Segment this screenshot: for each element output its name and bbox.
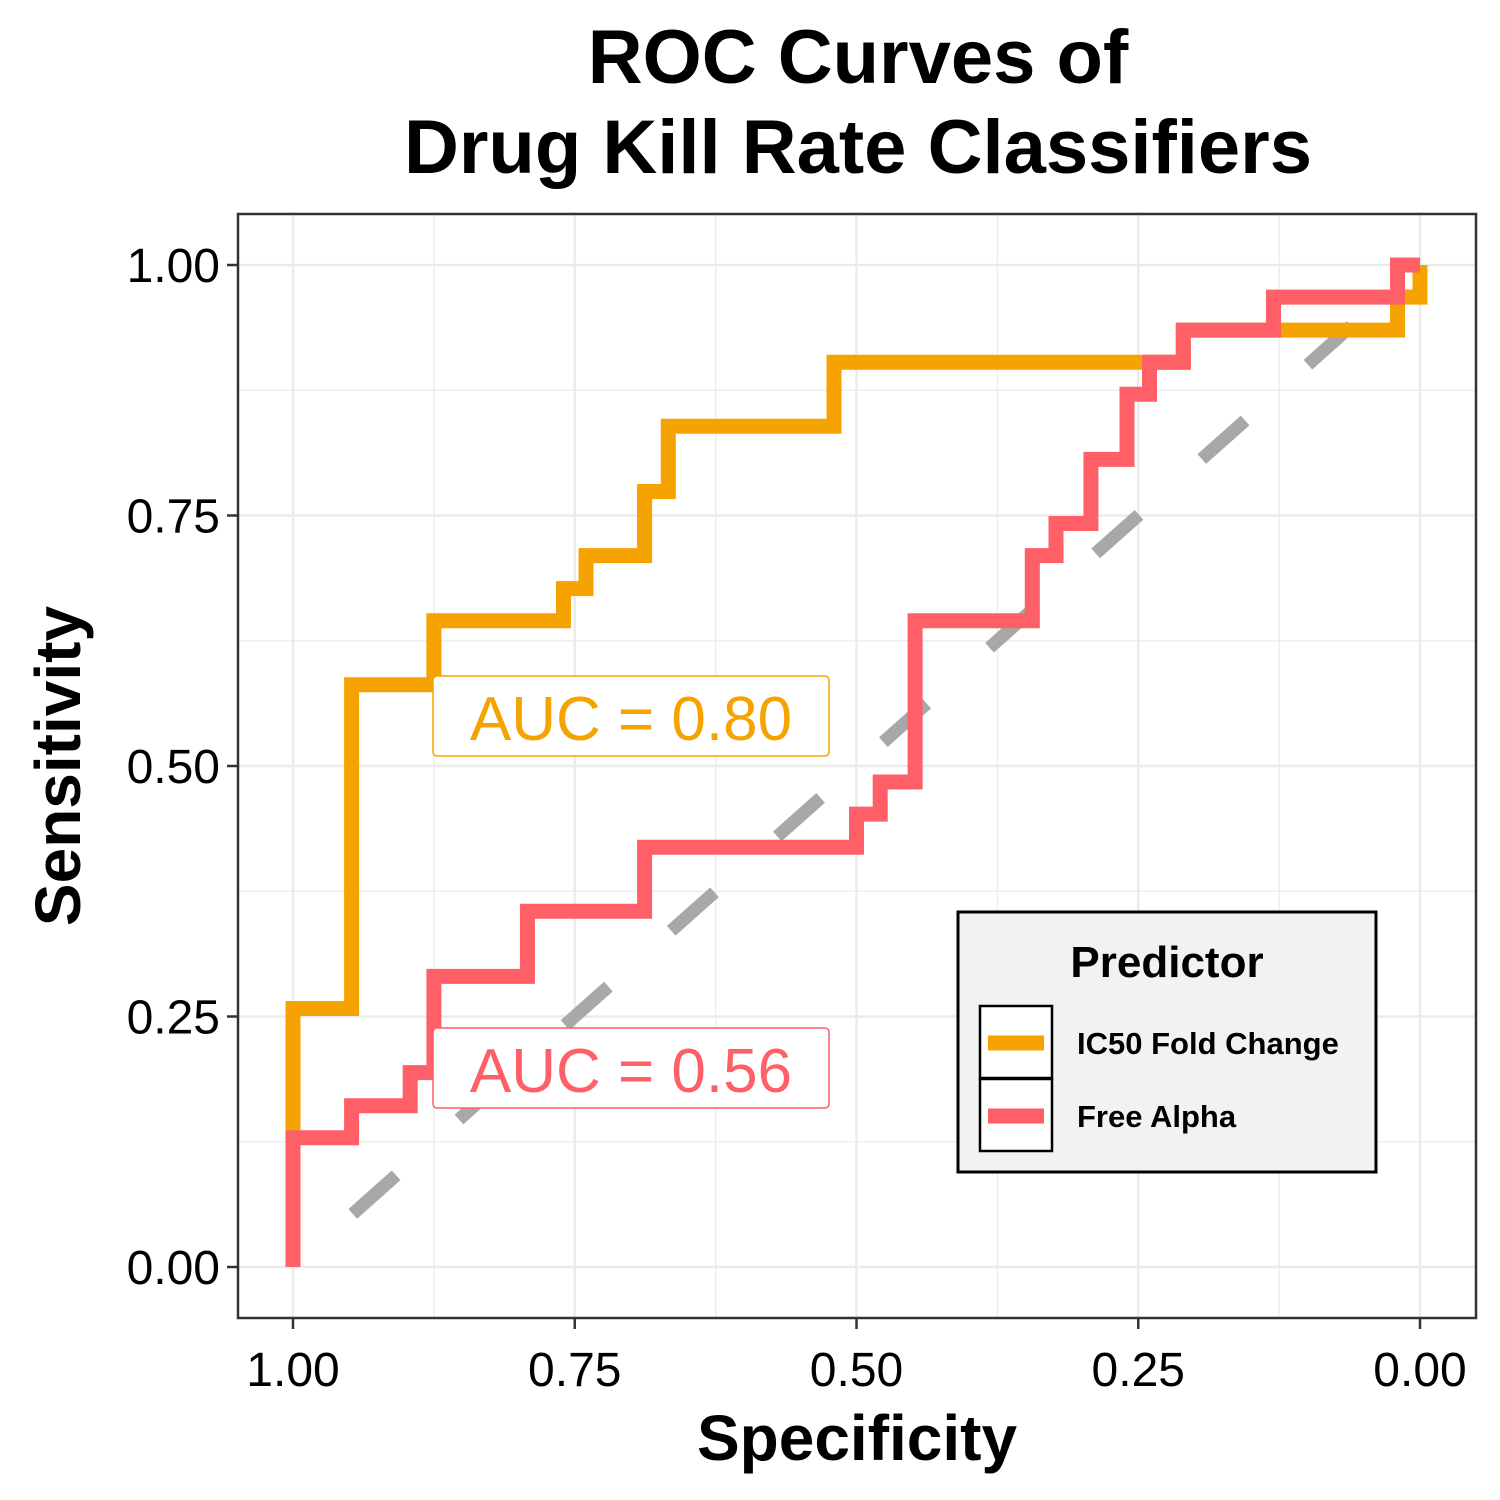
legend-entry-label: Free Alpha [1077, 1099, 1237, 1134]
auc-label-text: AUC = 0.80 [470, 685, 792, 754]
auc-label-text: AUC = 0.56 [470, 1037, 792, 1106]
y-tick-label: 0.25 [127, 992, 220, 1045]
roc-curve-free-alpha [285, 257, 1420, 1267]
auc-label-box [432, 1027, 830, 1109]
y-tick-label: 0.00 [127, 1242, 220, 1295]
chart-title-line-2: Drug Kill Rate Classifiers [404, 105, 1312, 190]
x-tick-label: 0.25 [1092, 1344, 1185, 1397]
chart-title-line-1: ROC Curves of [588, 15, 1129, 100]
y-tick-label: 0.75 [127, 491, 220, 544]
x-axis-title: Specificity [697, 1402, 1018, 1474]
x-tick-label: 1.00 [246, 1344, 339, 1397]
y-tick-label: 0.50 [127, 741, 220, 794]
legend-entry-label: IC50 Fold Change [1077, 1026, 1339, 1061]
y-tick-label: 1.00 [127, 240, 220, 293]
series-layer [285, 257, 1428, 1267]
x-tick-label: 0.75 [528, 1344, 621, 1397]
legend-title: Predictor [1070, 938, 1263, 987]
auc-label-layer: AUC = 0.80 AUC = 0.56 [432, 675, 830, 1109]
grid-lines [238, 214, 1476, 1318]
x-tick-label: 0.00 [1373, 1344, 1466, 1397]
y-axis-title: Sensitivity [22, 606, 94, 927]
legend: Predictor IC50 Fold Change Free Alpha [956, 910, 1378, 1174]
auc-label-box [432, 675, 830, 757]
axis-ticks: 1.00 0.75 0.50 0.25 0.00 0.00 0.25 0.50 0.75 1.00 [127, 240, 1467, 1397]
x-tick-label: 0.50 [810, 1344, 903, 1397]
